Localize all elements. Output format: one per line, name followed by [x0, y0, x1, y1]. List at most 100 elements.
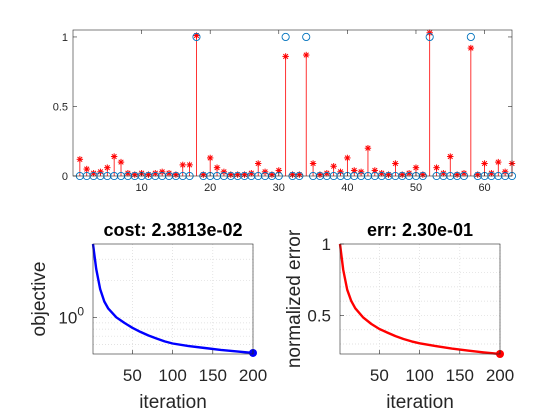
asterisk-stroke: [214, 164, 220, 171]
x-axis-label: iteration: [386, 392, 454, 413]
asterisk-stroke: [461, 170, 467, 176]
red-asterisk-marker: [364, 144, 372, 152]
asterisk-stroke: [358, 169, 364, 175]
red-asterisk-marker: [117, 158, 125, 166]
x-tick-label: 60: [478, 182, 490, 194]
asterisk-stroke: [344, 155, 351, 161]
asterisk-stroke: [77, 156, 83, 162]
x-tick-label: 100: [158, 366, 186, 385]
axes-box: [339, 243, 501, 355]
err-plot-panel: 50 100 150 200 0.5 1 err: 2.30e-01 iteration nor…: [284, 220, 514, 413]
axes-background: [93, 244, 253, 354]
y-tick-label: 1: [322, 235, 331, 254]
red-asterisk-marker: [447, 153, 454, 160]
asterisk-stroke: [221, 169, 227, 175]
asterisk-stroke: [262, 169, 268, 175]
asterisk-stroke: [468, 45, 474, 51]
y-axis-label: objective: [29, 262, 50, 337]
red-asterisk-marker: [83, 165, 90, 173]
red-asterisk-marker: [303, 51, 310, 59]
stem-axes-background: [73, 30, 512, 176]
x-axis-label: iteration: [139, 392, 207, 413]
red-asterisk-marker: [344, 154, 351, 162]
asterisk-stroke: [207, 155, 213, 161]
asterisk-stroke: [276, 167, 282, 174]
asterisk-stroke: [433, 164, 440, 171]
x-tick-label: 50: [410, 182, 422, 194]
asterisk-stroke: [379, 170, 385, 176]
x-tick-label: 150: [199, 366, 227, 385]
asterisk-stroke: [166, 170, 172, 176]
y-tick-label: 0: [62, 171, 68, 183]
asterisk-stroke: [392, 160, 399, 167]
y-tick-label: 1: [62, 32, 68, 44]
asterisk-stroke: [330, 163, 337, 169]
stem-plot-panel: 10 20 30 40 50 60 0 0.5 1: [53, 29, 517, 194]
red-asterisk-marker: [412, 164, 420, 171]
asterisk-stroke: [248, 170, 255, 176]
x-tick-label: 50: [370, 366, 389, 385]
x-tick-label: 200: [486, 366, 514, 385]
y-tick-label: 0.5: [53, 101, 68, 113]
asterisk-stroke: [111, 153, 117, 160]
asterisk-stroke: [97, 169, 104, 175]
asterisk-stroke: [495, 159, 501, 165]
asterisk-stroke: [255, 160, 261, 167]
asterisk-stroke: [186, 162, 193, 168]
red-asterisk-marker: [330, 163, 337, 170]
red-asterisk-marker: [104, 164, 111, 171]
asterisk-stroke: [481, 160, 488, 167]
asterisk-stroke: [118, 159, 124, 165]
x-tick-label: 30: [273, 182, 285, 194]
red-asterisk-marker: [467, 44, 475, 52]
red-asterisk-marker: [97, 168, 104, 176]
asterisk-stroke: [303, 52, 309, 58]
asterisk-stroke: [180, 162, 186, 168]
red-asterisk-marker: [220, 168, 228, 176]
asterisk-stroke: [351, 167, 357, 174]
asterisk-stroke: [337, 169, 344, 175]
asterisk-stroke: [310, 160, 316, 167]
y-axis-label: normalized error: [284, 229, 305, 368]
red-asterisk-marker: [426, 29, 433, 36]
asterisk-stroke: [159, 169, 165, 175]
asterisk-stroke: [365, 145, 371, 151]
cost-plot-panel: 50 100 150 200 100 cost: 2.3813e-02 iteration o…: [29, 220, 267, 413]
asterisk-stroke: [125, 170, 131, 176]
red-asterisk-marker: [186, 161, 193, 169]
axes-background: [340, 244, 500, 354]
asterisk-stroke: [488, 170, 495, 176]
x-tick-label: 150: [446, 366, 474, 385]
red-asterisk-marker: [495, 158, 502, 166]
red-asterisk-marker: [337, 168, 344, 176]
tick-base: 10: [58, 308, 77, 327]
asterisk-stroke: [104, 164, 110, 171]
red-asterisk-marker: [392, 160, 399, 167]
chart-title: cost: 2.3813e-02: [103, 220, 242, 240]
red-asterisk-marker: [481, 160, 488, 167]
x-tick-label: 50: [123, 366, 142, 385]
axes-box: [92, 243, 254, 355]
blue-circle-marker: [302, 32, 311, 42]
blue-circle-marker: [281, 32, 290, 42]
asterisk-stroke: [406, 170, 412, 176]
y-tick-label: 0.5: [307, 306, 331, 325]
red-asterisk-marker: [261, 168, 269, 176]
red-asterisk-marker: [501, 168, 509, 176]
chart-title: err: 2.30e-01: [367, 220, 473, 240]
tick-exponent: 0: [77, 304, 84, 318]
asterisk-stroke: [427, 30, 433, 36]
blue-circle-marker: [192, 32, 201, 42]
x-tick-label: 10: [135, 182, 147, 194]
red-asterisk-marker: [76, 156, 84, 163]
asterisk-stroke: [372, 167, 378, 174]
red-asterisk-marker: [158, 168, 166, 176]
asterisk-stroke: [413, 164, 419, 171]
asterisk-stroke: [282, 53, 289, 60]
blue-circle-marker: [425, 32, 434, 42]
red-asterisk-marker: [357, 168, 365, 176]
asterisk-stroke: [152, 170, 158, 176]
red-asterisk-marker: [213, 164, 221, 171]
asterisk-stroke: [447, 153, 453, 160]
asterisk-stroke: [440, 170, 447, 176]
